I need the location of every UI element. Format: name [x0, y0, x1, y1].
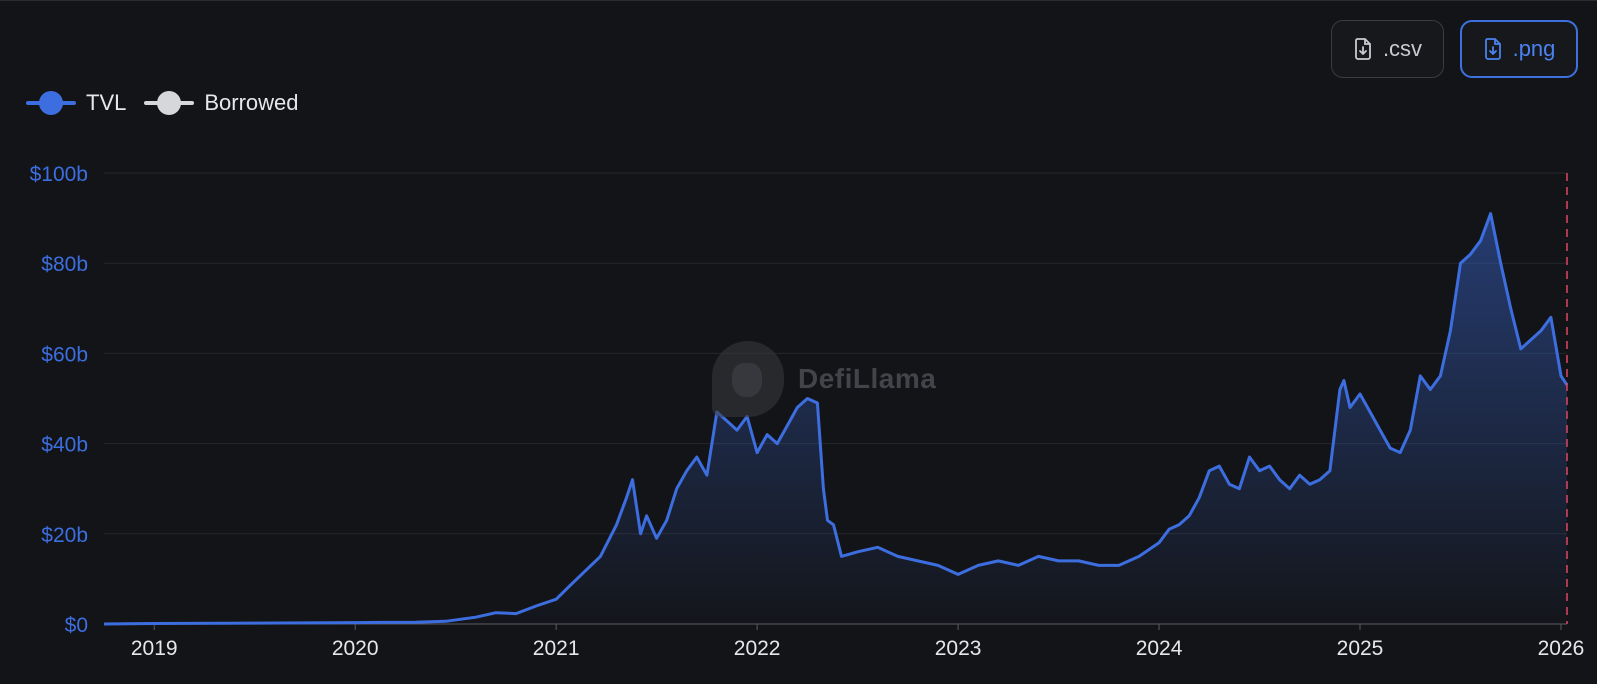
y-tick-label: $20b	[41, 524, 88, 547]
tvl-area	[104, 213, 1567, 624]
x-tick-label: 2023	[935, 637, 982, 660]
y-tick-label: $100b	[30, 163, 88, 186]
tvl-line	[103, 212, 1569, 626]
legend-label-borrowed: Borrowed	[204, 90, 299, 115]
defillama-watermark: DefiLlama	[712, 341, 936, 417]
download-png-label: .png	[1512, 36, 1556, 61]
watermark-text: DefiLlama	[798, 363, 937, 394]
llama-logo-icon	[712, 341, 784, 417]
y-tick-label: $40b	[41, 434, 88, 457]
y-tick-label: $60b	[41, 343, 88, 366]
legend-label-tvl: TVL	[86, 90, 127, 115]
x-tick-label: 2019	[131, 637, 178, 660]
legend-marker-tvl	[26, 89, 76, 117]
legend-marker-borrowed	[144, 89, 195, 117]
download-csv-label: .csv	[1382, 36, 1423, 61]
x-tick-label: 2021	[533, 637, 580, 660]
y-tick-label: $0	[65, 614, 88, 637]
legend-item-borrowed[interactable]: Borrowed	[144, 89, 299, 117]
chart-legend: TVL Borrowed	[26, 89, 299, 117]
x-tick-label: 2024	[1136, 637, 1183, 660]
x-tick-label: 2026	[1538, 637, 1585, 660]
download-csv-button[interactable]: .csv	[1331, 20, 1444, 78]
legend-item-tvl[interactable]: TVL	[26, 89, 126, 117]
file-download-icon	[1353, 38, 1373, 60]
file-download-icon	[1483, 38, 1503, 60]
x-tick-label: 2020	[332, 637, 379, 660]
download-png-button[interactable]: .png	[1460, 20, 1578, 78]
y-tick-label: $80b	[41, 253, 88, 276]
x-tick-label: 2025	[1337, 637, 1384, 660]
x-tick-label: 2022	[734, 637, 781, 660]
